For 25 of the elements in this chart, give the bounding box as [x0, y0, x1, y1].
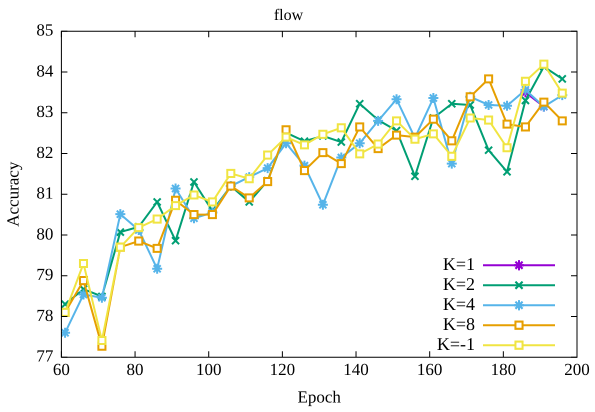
legend-label: K=8: [442, 314, 475, 334]
x-axis-title: Epoch: [297, 387, 342, 406]
x-tick-label: 140: [343, 360, 369, 379]
x-tick-label: 60: [52, 360, 70, 379]
legend-label: K=2: [442, 274, 475, 294]
y-tick-label: 81: [36, 184, 54, 203]
x-tick-label: 80: [126, 360, 144, 379]
x-tick-label: 180: [490, 360, 516, 379]
chart-title: flow: [274, 6, 304, 24]
x-tick-label: 120: [270, 360, 296, 379]
y-tick-label: 82: [36, 142, 54, 162]
y-tick-label: 84: [36, 61, 54, 80]
y-tick-label: 80: [36, 224, 54, 244]
y-tick-label: 79: [36, 265, 54, 284]
y-tick-label: 85: [36, 20, 54, 40]
x-tick-label: 160: [416, 360, 442, 379]
legend-label: K=4: [442, 294, 475, 314]
y-axis-title: Accuracy: [4, 161, 23, 227]
y-tick-label: 83: [36, 102, 54, 122]
legend-label: K=-1: [436, 334, 475, 354]
y-tick-label: 77: [36, 346, 54, 366]
y-tick-label: 78: [36, 306, 54, 325]
x-tick-label: 100: [196, 360, 222, 379]
legend-label: K=1: [442, 254, 475, 274]
x-tick-label: 200: [564, 360, 590, 379]
